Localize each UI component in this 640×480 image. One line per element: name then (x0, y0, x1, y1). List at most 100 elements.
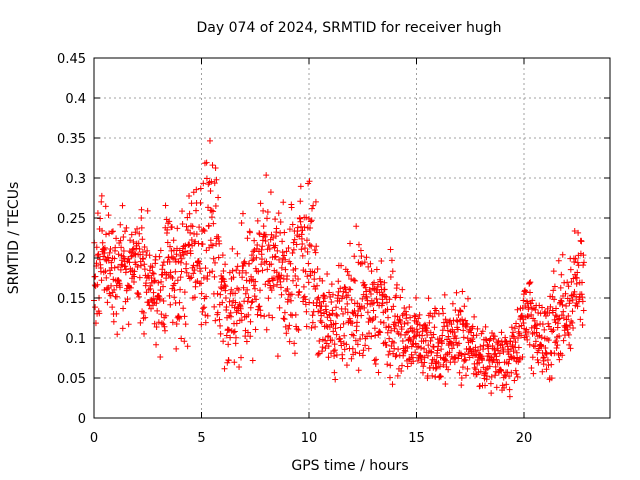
data-point (315, 308, 322, 315)
data-point (313, 243, 320, 250)
data-point (293, 323, 300, 330)
data-point (111, 264, 118, 271)
data-point (439, 332, 446, 339)
data-point (371, 325, 378, 332)
data-point (366, 330, 373, 337)
data-point (307, 272, 314, 279)
data-point (262, 238, 269, 245)
x-tick-label: 15 (408, 431, 425, 446)
data-point (279, 238, 286, 245)
data-point (247, 333, 254, 340)
data-point (127, 284, 134, 291)
data-point (211, 180, 218, 187)
data-point (288, 297, 295, 304)
data-point (359, 295, 366, 302)
data-point (453, 335, 460, 342)
data-point (418, 344, 425, 351)
data-point (458, 382, 465, 389)
data-point (515, 344, 522, 351)
data-point (512, 367, 519, 374)
data-point (186, 275, 193, 282)
data-point (559, 352, 566, 359)
data-point (99, 239, 106, 246)
data-point (126, 259, 133, 266)
data-point (344, 268, 351, 275)
data-point (244, 235, 251, 242)
data-point (171, 287, 178, 294)
data-point (406, 355, 413, 362)
data-point (578, 291, 585, 298)
data-point (151, 278, 158, 285)
data-point (148, 305, 155, 312)
data-point (263, 258, 270, 265)
data-point (462, 357, 469, 364)
data-point (171, 294, 178, 301)
data-point (508, 369, 515, 376)
data-point (308, 324, 315, 331)
data-point (462, 317, 469, 324)
data-point (492, 372, 499, 379)
data-point (222, 294, 229, 301)
data-point (120, 247, 127, 254)
data-point (556, 356, 563, 363)
data-point (225, 341, 232, 348)
data-point (292, 311, 299, 318)
data-point (98, 192, 105, 199)
data-point (527, 279, 534, 286)
data-point (298, 235, 305, 242)
data-point (510, 348, 517, 355)
plot-frame (93, 57, 611, 419)
data-point (222, 283, 229, 290)
data-point (238, 354, 245, 361)
data-point (162, 312, 169, 319)
data-point (421, 354, 428, 361)
data-point (179, 208, 186, 215)
data-point (357, 306, 364, 313)
data-point (560, 315, 567, 322)
data-point (551, 283, 558, 290)
data-point (107, 245, 114, 252)
data-point (208, 207, 215, 214)
data-point (157, 287, 164, 294)
data-point (128, 253, 135, 260)
data-point (393, 281, 400, 288)
data-point (155, 279, 162, 286)
data-point (302, 245, 309, 252)
data-point (345, 272, 352, 279)
data-point (342, 305, 349, 312)
data-point (272, 242, 279, 249)
data-point (261, 313, 268, 320)
data-point (360, 347, 367, 354)
data-point (371, 357, 378, 364)
data-point (168, 253, 175, 260)
data-point (137, 262, 144, 269)
data-point (398, 326, 405, 333)
data-point (153, 300, 160, 307)
data-point (209, 268, 216, 275)
data-point (579, 298, 586, 305)
data-point (516, 323, 523, 330)
data-point (106, 230, 113, 237)
data-point (281, 316, 288, 323)
data-point (460, 327, 467, 334)
data-point (404, 319, 411, 326)
data-point (193, 186, 200, 193)
data-point (303, 323, 310, 330)
data-point (117, 266, 124, 273)
data-point (391, 325, 398, 332)
data-point (298, 246, 305, 253)
data-point (490, 336, 497, 343)
data-point (208, 214, 215, 221)
data-point (191, 294, 198, 301)
data-point (204, 272, 211, 279)
data-point (350, 277, 357, 284)
data-point (348, 296, 355, 303)
data-point (312, 249, 319, 256)
data-point (249, 257, 256, 264)
data-point (258, 256, 265, 263)
data-point (550, 287, 557, 294)
data-point (156, 296, 163, 303)
data-point (274, 353, 281, 360)
data-point (370, 307, 377, 314)
data-point (301, 224, 308, 231)
